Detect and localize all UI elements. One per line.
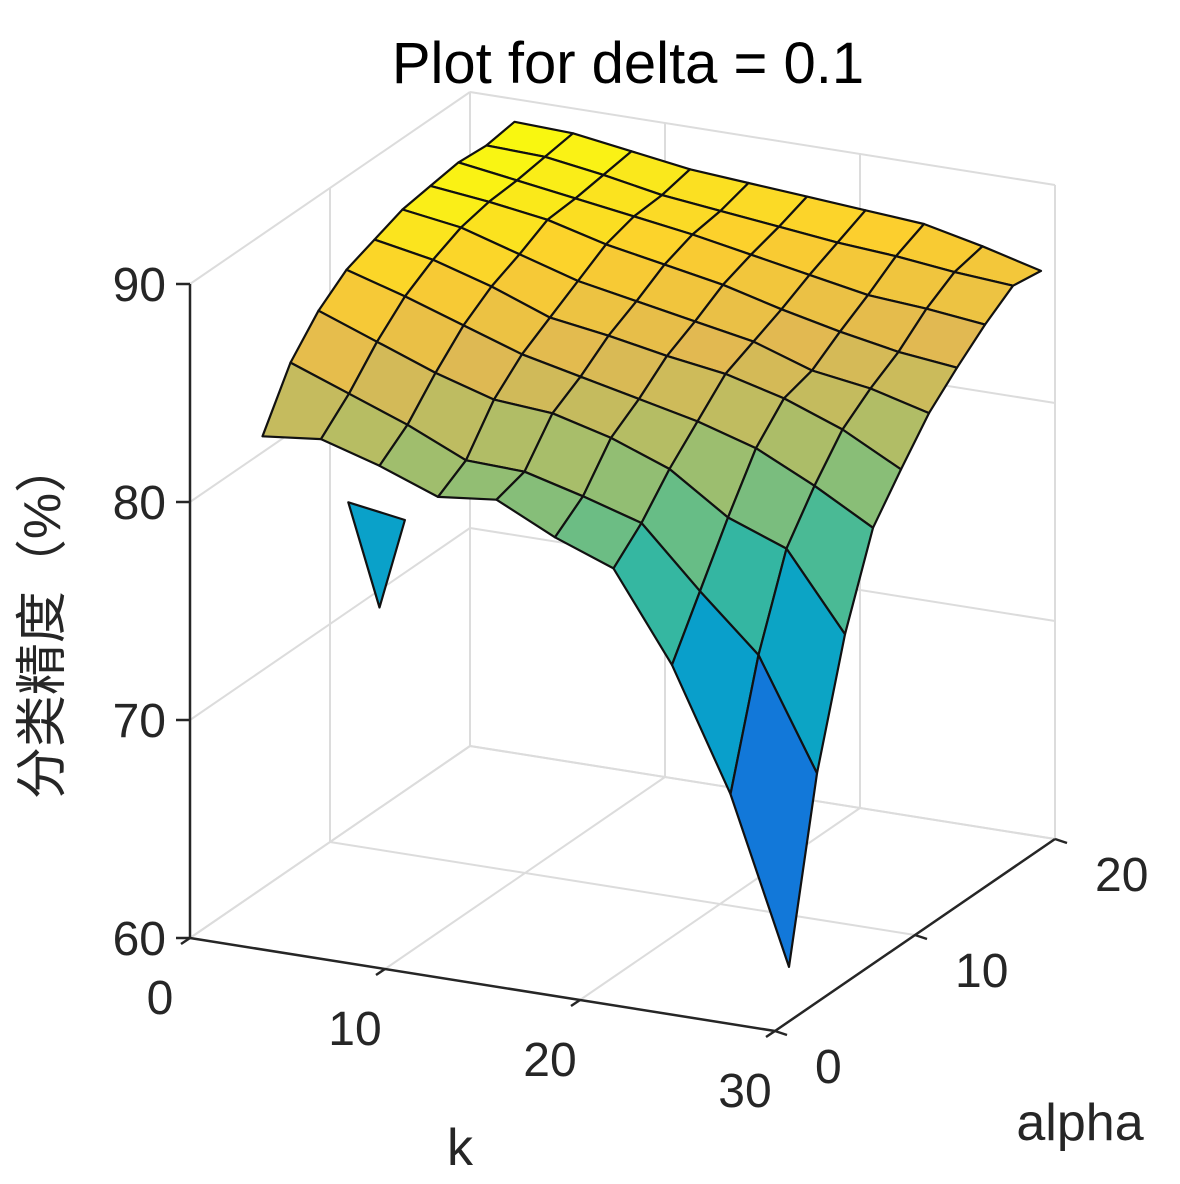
y-tick-label: 10 bbox=[955, 945, 1008, 998]
y-tick-label: 0 bbox=[815, 1041, 842, 1094]
x-axis-label: k bbox=[447, 1119, 474, 1177]
tick-labels: 60 70 80 90 0 10 20 30 0 10 20 bbox=[113, 259, 1149, 1118]
grid-line bbox=[189, 527, 471, 721]
grid-line bbox=[189, 91, 471, 285]
z-tick-label: 70 bbox=[113, 695, 166, 748]
x-tick-label: 30 bbox=[718, 1065, 771, 1118]
x-tick bbox=[765, 1029, 776, 1039]
x-tick-label: 10 bbox=[328, 1003, 381, 1056]
x-tick-label: 20 bbox=[523, 1034, 576, 1087]
grid-line bbox=[469, 91, 1056, 186]
z-tick-label: 90 bbox=[113, 259, 166, 312]
y-tick bbox=[774, 1029, 788, 1037]
surface-patch bbox=[729, 653, 819, 969]
z-tick-label: 80 bbox=[113, 477, 166, 530]
x-tick bbox=[570, 998, 581, 1008]
grid-line bbox=[329, 841, 916, 936]
y-axis-label: alpha bbox=[1016, 1094, 1143, 1152]
z-tick-label: 60 bbox=[113, 913, 166, 966]
y-tick-label: 20 bbox=[1095, 849, 1148, 902]
x-tick bbox=[180, 936, 191, 946]
x-axis-line bbox=[189, 936, 776, 1033]
y-tick bbox=[1054, 837, 1068, 845]
surface-spike bbox=[347, 501, 406, 609]
chart-title: Plot for delta = 0.1 bbox=[392, 31, 864, 96]
x-tick-label: 0 bbox=[147, 972, 174, 1025]
z-axis-label: 分类精度（%） bbox=[14, 441, 72, 799]
surface bbox=[261, 120, 1043, 969]
x-tick bbox=[375, 967, 386, 977]
y-tick bbox=[914, 933, 928, 941]
